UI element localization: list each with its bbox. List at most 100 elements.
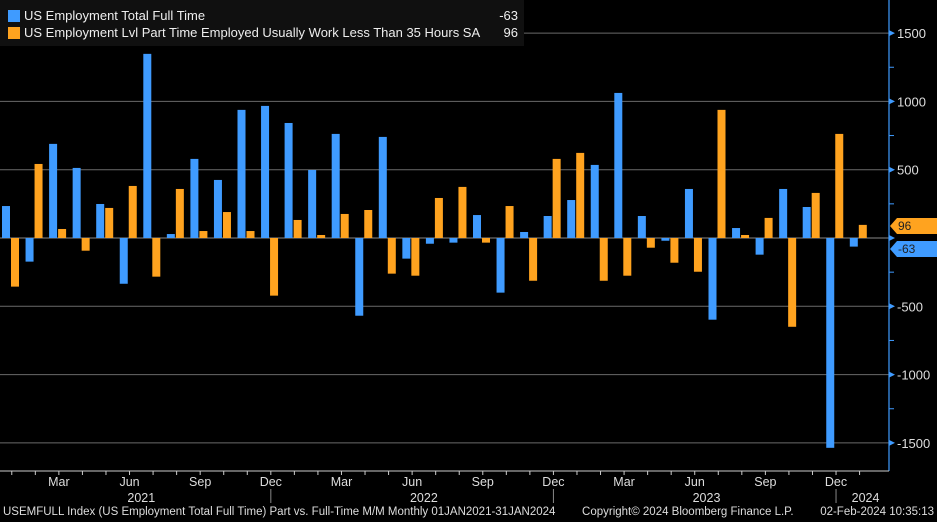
- bar-part-time: [741, 234, 750, 238]
- bar-full-time: [72, 167, 81, 238]
- bar-full-time: [849, 238, 858, 247]
- bar-full-time: [308, 169, 317, 238]
- footer-copyright: Copyright© 2024 Bloomberg Finance L.P.: [582, 506, 794, 518]
- bar-full-time: [520, 231, 529, 238]
- bar-part-time: [411, 238, 420, 276]
- footer-timestamp: 02-Feb-2024 10:35:13: [820, 506, 934, 518]
- bar-full-time: [567, 200, 576, 238]
- bar-part-time: [270, 238, 279, 296]
- bar-full-time: [425, 238, 434, 244]
- bar-part-time: [811, 192, 820, 238]
- bar-full-time: [143, 53, 152, 238]
- y-tick-label: -1000: [897, 368, 930, 383]
- x-tick-label: Dec: [825, 475, 847, 489]
- bar-full-time: [237, 109, 246, 238]
- last-value-badge-part-time: 96: [890, 218, 937, 234]
- bar-part-time: [175, 188, 184, 238]
- bar-part-time: [693, 238, 702, 272]
- bar-full-time: [402, 238, 411, 259]
- bar-part-time: [646, 238, 655, 248]
- bar-full-time: [590, 164, 599, 238]
- bar-part-time: [458, 186, 467, 238]
- bar-full-time: [213, 179, 222, 238]
- legend-label: US Employment Lvl Part Time Employed Usu…: [24, 25, 481, 40]
- bar-part-time: [199, 231, 208, 238]
- bar-part-time: [387, 238, 396, 274]
- bar-part-time: [152, 238, 161, 277]
- bar-part-time: [58, 228, 67, 238]
- bar-full-time: [779, 188, 788, 238]
- bar-full-time: [473, 215, 481, 238]
- bar-part-time: [576, 152, 585, 238]
- bar-part-time: [105, 207, 114, 238]
- bar-part-time: [670, 238, 679, 263]
- y-tick-label: 1000: [897, 94, 926, 109]
- bar-full-time: [166, 234, 175, 238]
- legend: US Employment Total Full Time -63 US Emp…: [0, 0, 524, 46]
- bar-full-time: [2, 206, 10, 238]
- bar-full-time: [261, 105, 270, 238]
- x-year-label: 2024: [852, 491, 880, 505]
- legend-item-full-time[interactable]: US Employment Total Full Time -63: [8, 8, 518, 24]
- x-tick-label: Sep: [472, 475, 494, 489]
- bar-part-time: [717, 109, 726, 238]
- x-tick-label: Dec: [260, 475, 282, 489]
- bar-full-time: [355, 238, 364, 316]
- x-year-label: 2022: [410, 491, 438, 505]
- footer-description: USEMFULL Index (US Employment Total Full…: [3, 506, 556, 518]
- x-year-label: 2021: [127, 491, 155, 505]
- legend-swatch-orange: [8, 27, 20, 39]
- bar-part-time: [788, 238, 797, 327]
- y-tick-label: -1500: [897, 436, 930, 451]
- bar-part-time: [434, 197, 443, 238]
- bar-full-time: [684, 188, 693, 238]
- bar-part-time: [340, 213, 349, 238]
- x-tick-label: Mar: [331, 475, 353, 489]
- legend-label: US Employment Total Full Time: [24, 8, 206, 23]
- y-tick-arrow: [889, 303, 895, 310]
- bar-part-time: [552, 158, 561, 238]
- y-tick-arrow: [889, 98, 895, 105]
- bar-part-time: [623, 238, 632, 276]
- bar-full-time: [661, 238, 670, 241]
- x-tick-label: Dec: [542, 475, 564, 489]
- legend-item-part-time[interactable]: US Employment Lvl Part Time Employed Usu…: [8, 25, 518, 41]
- bar-full-time: [378, 136, 387, 238]
- bar-part-time: [835, 133, 844, 238]
- bar-full-time: [449, 238, 458, 243]
- bar-part-time: [482, 238, 490, 243]
- bar-part-time: [599, 238, 608, 281]
- bar-full-time: [190, 158, 199, 238]
- legend-value: 96: [503, 25, 518, 40]
- y-tick-arrow: [889, 30, 895, 37]
- bar-part-time: [505, 206, 514, 238]
- x-tick-label: Mar: [48, 475, 70, 489]
- y-tick-arrow: [889, 166, 895, 173]
- legend-value: -63: [499, 8, 518, 23]
- x-tick-label: Sep: [754, 475, 776, 489]
- bar-full-time: [708, 238, 717, 320]
- bar-full-time: [826, 238, 835, 448]
- bar-full-time: [25, 238, 34, 262]
- y-tick-arrow: [889, 371, 895, 378]
- bar-full-time: [732, 228, 741, 238]
- last-value-badge-full-time: -63: [890, 241, 937, 257]
- y-tick-arrow: [889, 439, 895, 446]
- bar-part-time: [293, 219, 302, 238]
- y-tick-label: -500: [897, 299, 923, 314]
- x-tick-label: Jun: [119, 475, 139, 489]
- bar-part-time: [11, 238, 19, 287]
- bar-part-time: [764, 217, 773, 238]
- footer: USEMFULL Index (US Employment Total Full…: [3, 506, 934, 518]
- bar-full-time: [496, 238, 505, 293]
- bar-part-time: [34, 163, 43, 238]
- x-tick-label: Jun: [685, 475, 705, 489]
- x-tick-label: Sep: [189, 475, 211, 489]
- x-tick-label: Mar: [613, 475, 635, 489]
- bar-full-time: [284, 122, 293, 238]
- bar-full-time: [96, 203, 105, 238]
- bar-part-time: [246, 231, 255, 238]
- x-tick-label: Jun: [402, 475, 422, 489]
- bar-part-time: [317, 234, 326, 238]
